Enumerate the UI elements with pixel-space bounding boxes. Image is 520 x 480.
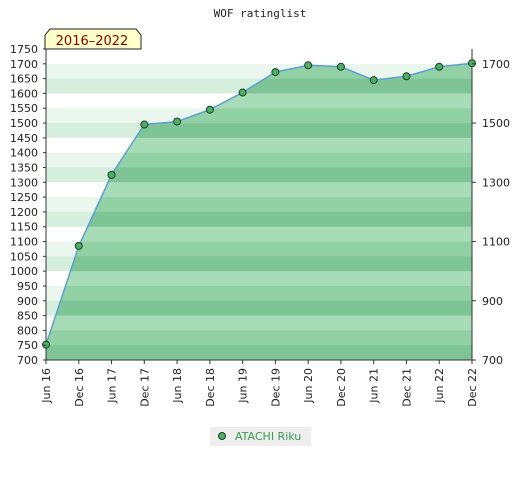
y-tick-label-left: 700 [17,354,38,367]
y-tick-label-right: 1700 [482,58,510,71]
data-point [304,61,313,70]
legend: ATACHI Riku [210,427,311,446]
y-tick-label-left: 1300 [10,176,38,189]
period-label: 2016–2022 [56,34,129,49]
area-stripe [46,211,472,228]
data-point [74,241,83,250]
plot-stripe [46,49,472,65]
x-tick-label: Jun 22 [433,368,446,404]
y-tick-label-left: 1000 [10,265,38,278]
y-tick-label-left: 800 [17,324,38,337]
legend-label: ATACHI Riku [235,430,301,443]
series-markers [42,59,476,349]
y-tick-label-left: 1200 [10,206,38,219]
x-tick-label: Jun 21 [368,368,381,404]
y-tick-label-left: 1450 [10,132,38,145]
y-tick-label-left: 750 [17,339,38,352]
area-stripe [46,345,472,360]
y-tick-label-left: 1750 [10,43,38,56]
axes [45,49,473,364]
area-stripe [46,167,472,183]
data-point [435,62,444,71]
chart-title: WOF ratinglist [214,7,307,20]
y-tick-label-left: 1250 [10,191,38,204]
area-stripe [46,226,472,243]
x-tick-label: Jun 18 [171,368,184,404]
x-tick-label: Dec 22 [466,368,479,407]
y-tick-label-left: 1700 [10,58,38,71]
area-stripe [46,123,472,139]
y-tick-label-right: 1100 [482,236,510,249]
y-tick-label-left: 1650 [10,73,38,86]
y-tick-label-left: 1550 [10,102,38,115]
data-point [140,120,149,129]
period-label-box: 2016–2022 [44,28,142,50]
data-point [402,72,411,81]
area-stripe [46,152,472,168]
plot-stripe [46,63,472,80]
area-stripe [46,315,472,331]
y-tick-label-left: 1150 [10,221,38,234]
data-point [271,68,280,77]
area-stripe [46,137,472,154]
legend-marker [218,432,226,440]
x-tick-label: Jun 20 [302,368,315,404]
y-tick-label-left: 1050 [10,250,38,263]
area-stripe [46,182,472,198]
y-tick-label-left: 950 [17,280,38,293]
x-tick-label: Dec 17 [138,368,151,407]
x-axis-labels: Jun 16 Dec 16 Jun 17 Dec 17 Jun 18 Dec 18 Jun … [40,368,479,407]
x-tick-label: Dec 18 [204,368,217,407]
y-tick-label-right: 700 [482,354,503,367]
x-tick-label: Jun 16 [40,368,53,404]
y-tick-label-left: 1600 [10,87,38,100]
y-axis-right-labels: 700 900 1100 1300 1500 1700 [472,58,510,367]
y-tick-label-left: 900 [17,295,38,308]
y-tick-label-left: 1350 [10,161,38,174]
y-tick-label-left: 1400 [10,147,38,160]
data-point [107,170,116,179]
data-point [42,340,50,349]
area-stripe [46,271,472,287]
data-point [468,59,476,68]
area-stripe [46,285,472,302]
x-tick-label: Jun 19 [237,368,250,404]
area-stripe [46,241,472,257]
y-tick-label-right: 1500 [482,117,510,130]
y-tick-label-left: 1100 [10,236,38,249]
area-stripe [46,330,472,346]
x-tick-label: Jun 17 [106,368,119,404]
x-tick-label: Dec 21 [400,368,413,407]
x-tick-label: Dec 20 [335,368,348,407]
area-stripe [46,197,472,213]
x-tick-label: Dec 16 [73,368,86,407]
data-point [238,88,247,97]
data-point [205,105,214,114]
y-tick-label-left: 850 [17,310,38,323]
area-stripe [46,256,472,272]
data-point [336,62,345,71]
y-tick-label-left: 1500 [10,117,38,130]
y-tick-label-right: 1300 [482,176,510,189]
data-point [173,117,182,126]
data-point [369,76,378,85]
series-line [45,62,473,345]
y-tick-label-right: 900 [482,295,503,308]
x-tick-label: Dec 19 [269,368,282,407]
area-stripe [46,300,472,317]
